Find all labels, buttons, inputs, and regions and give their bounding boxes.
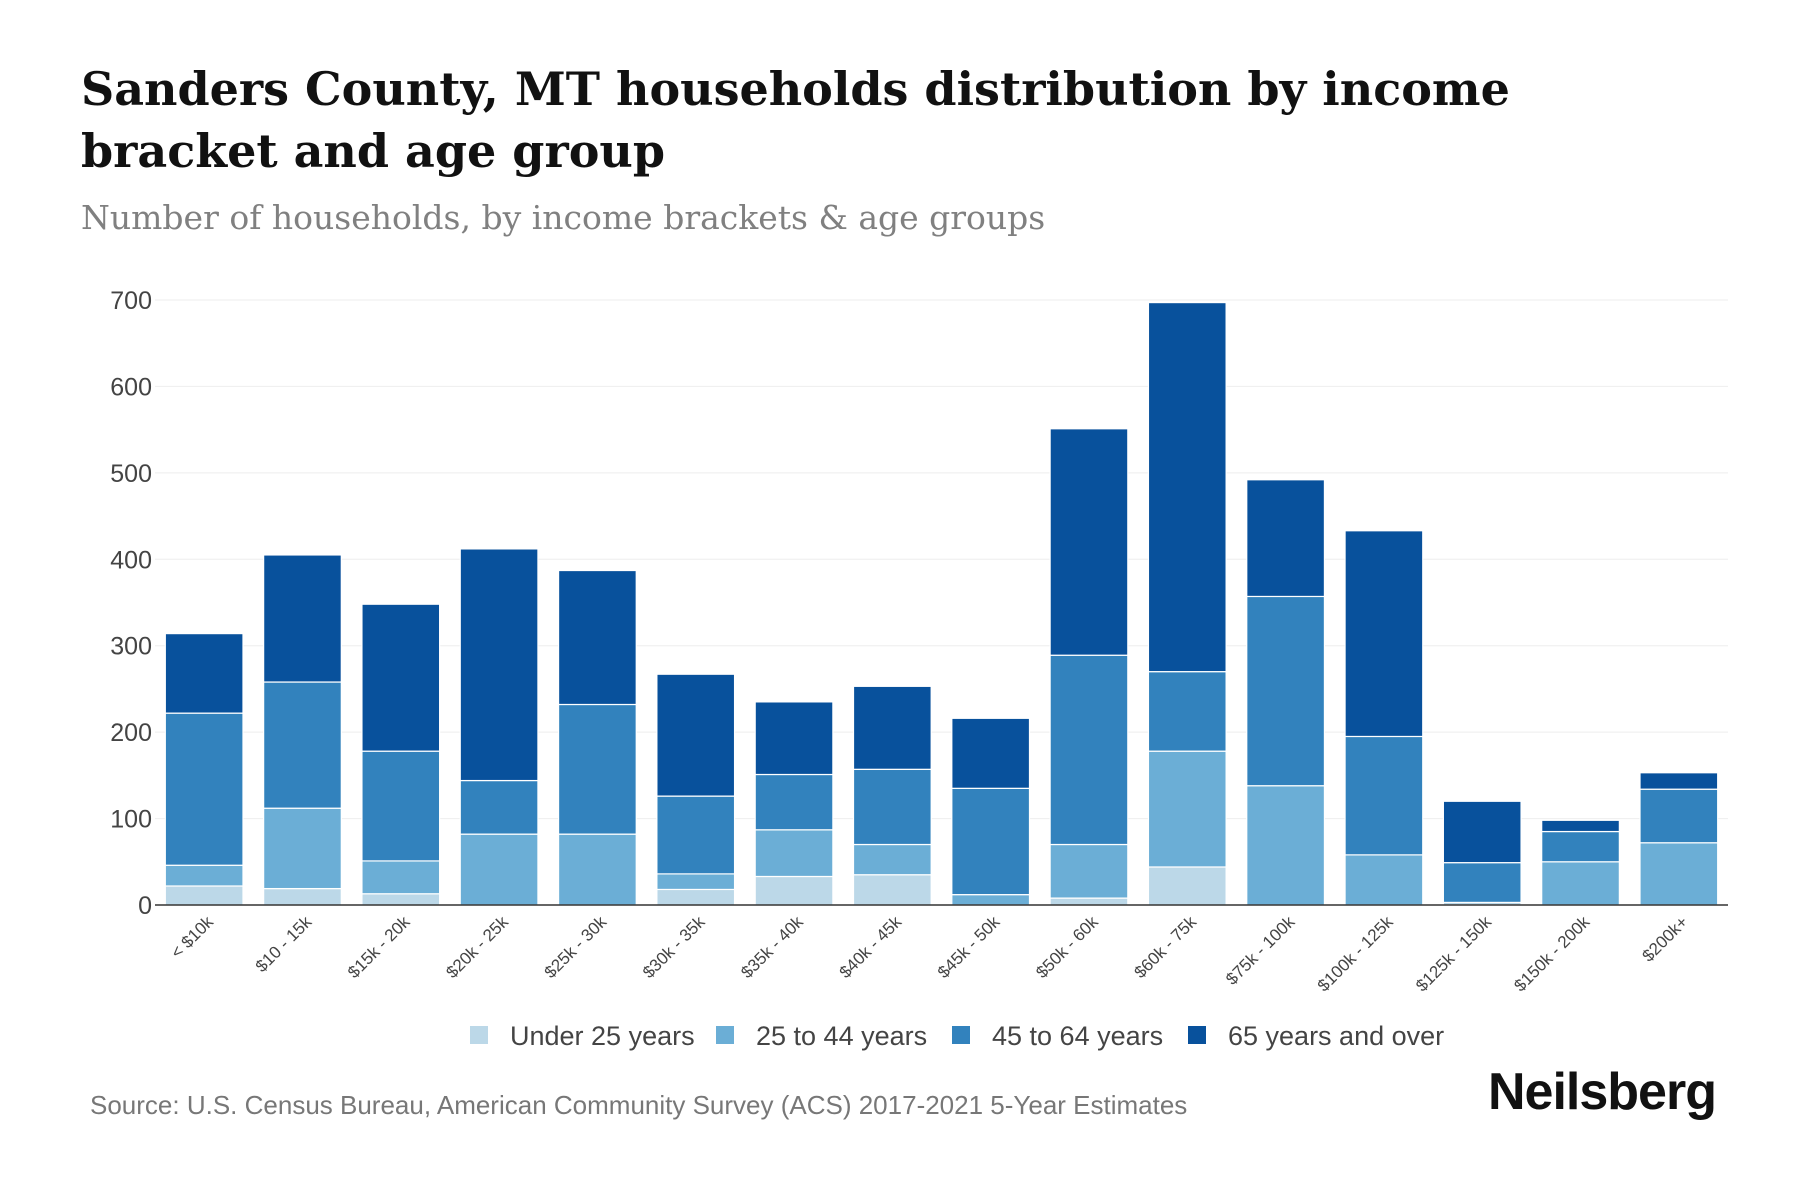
x-tick-label: $75k - 100k — [1222, 912, 1299, 989]
bar-segment — [1147, 301, 1227, 673]
y-tick-label: 100 — [110, 806, 152, 834]
x-tick-label: $40k - 45k — [836, 912, 906, 982]
bar-segment — [164, 633, 244, 714]
x-tick-label: $10 - 15k — [252, 912, 316, 976]
x-tick-label: $100k - 125k — [1314, 912, 1397, 995]
y-axis: 0 100 200 300 400 500 600 700 — [110, 287, 152, 920]
y-tick-label: 0 — [138, 892, 152, 920]
bar-segment — [1541, 819, 1620, 833]
legend-swatch — [470, 1026, 488, 1044]
bar-segment — [361, 893, 441, 906]
bar-segment — [754, 829, 834, 878]
bar-segment — [557, 569, 637, 706]
bar-segment — [754, 773, 834, 831]
bar-segment — [852, 843, 932, 876]
legend-label: Under 25 years — [510, 1021, 695, 1051]
bar-segment — [1639, 788, 1719, 844]
y-tick-label: 400 — [110, 546, 152, 574]
bar-segment — [1049, 428, 1129, 656]
legend-swatch — [716, 1026, 734, 1044]
y-tick-label: 700 — [110, 287, 152, 315]
bar-segment — [1246, 479, 1326, 598]
bar-segment — [656, 795, 736, 875]
bar-segment — [263, 887, 342, 906]
bar-segment — [361, 603, 441, 752]
bar-segment — [1639, 842, 1719, 906]
bar-segment — [1344, 735, 1424, 856]
bar-segment — [1049, 843, 1129, 899]
bar-segment — [263, 807, 342, 890]
x-tick-label: $200k+ — [1638, 912, 1691, 965]
bar-segment — [951, 717, 1031, 789]
bar-segment — [1049, 654, 1129, 846]
x-tick-label: $20k - 25k — [442, 912, 512, 982]
bar-segment — [459, 779, 539, 835]
bar-segment — [1147, 671, 1227, 752]
bar-segment — [1541, 830, 1620, 863]
legend: Under 25 years 25 to 44 years 45 to 64 yea… — [470, 1021, 1444, 1051]
bar-segment — [557, 703, 637, 835]
bar-segment — [361, 750, 441, 862]
bar-segment — [557, 833, 637, 906]
bar-segment — [459, 548, 539, 782]
bar-segment — [1639, 772, 1719, 790]
bar-segment — [1344, 530, 1424, 738]
brand-logo: Neilsberg — [1488, 1063, 1717, 1121]
bars — [164, 301, 1719, 906]
chart-title: Sanders County, MT households distributi… — [81, 62, 1510, 178]
bar-segment — [1344, 854, 1424, 906]
bar-segment — [951, 787, 1031, 896]
y-tick-label: 300 — [110, 633, 152, 661]
y-tick-label: 500 — [110, 460, 152, 488]
bar-segment — [1541, 861, 1620, 906]
bar-segment — [459, 833, 539, 906]
bar-segment — [1049, 897, 1129, 906]
x-tick-label: $150k - 200k — [1510, 912, 1593, 995]
bar-segment — [754, 875, 834, 906]
bar-segment — [263, 681, 342, 809]
bar-segment — [1147, 866, 1227, 906]
legend-swatch — [952, 1026, 970, 1044]
bar-segment — [656, 673, 736, 797]
x-tick-label: $30k - 35k — [639, 912, 709, 982]
bar-segment — [1442, 800, 1522, 864]
bar-segment — [164, 885, 244, 906]
bar-segment — [164, 712, 244, 866]
x-tick-label: $45k - 50k — [934, 912, 1004, 982]
bar-segment — [656, 888, 736, 906]
bar-segment — [852, 874, 932, 906]
source-note: Source: U.S. Census Bureau, American Com… — [90, 1090, 1188, 1120]
x-axis: < $10k $10 - 15k $15k - 20k $20k - 25k $25k … — [155, 904, 1728, 995]
x-tick-label: $60k - 75k — [1131, 912, 1201, 982]
bar-segment — [754, 701, 834, 776]
legend-swatch — [1188, 1026, 1206, 1044]
chart-subtitle: Number of households, by income brackets… — [81, 198, 1046, 237]
x-tick-label: $15k - 20k — [344, 912, 414, 982]
x-tick-label: $125k - 150k — [1412, 912, 1495, 995]
bar-segment — [1147, 750, 1227, 868]
bar-segment — [951, 894, 1031, 906]
bar-segment — [1246, 595, 1326, 787]
bar-segment — [1442, 862, 1522, 904]
y-tick-label: 200 — [110, 719, 152, 747]
x-tick-label: $50k - 60k — [1032, 912, 1102, 982]
x-tick-label: < $10k — [167, 912, 217, 962]
bar-segment — [852, 685, 932, 770]
bar-segment — [656, 873, 736, 891]
bar-segment — [852, 768, 932, 846]
x-tick-label: $35k - 40k — [737, 912, 807, 982]
legend-label: 45 to 64 years — [992, 1021, 1163, 1051]
bar-segment — [361, 860, 441, 895]
y-tick-label: 600 — [110, 373, 152, 401]
bar-segment — [263, 554, 342, 683]
bar-segment — [1246, 785, 1326, 906]
legend-label: 25 to 44 years — [756, 1021, 927, 1051]
legend-label: 65 years and over — [1228, 1021, 1444, 1051]
x-tick-label: $25k - 30k — [541, 912, 611, 982]
bar-segment — [164, 864, 244, 887]
